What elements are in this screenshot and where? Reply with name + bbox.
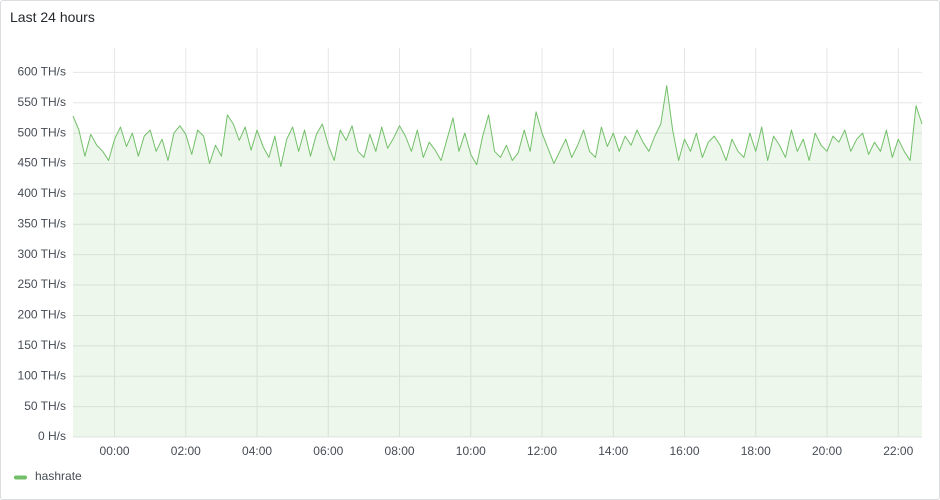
series-line [72, 85, 923, 168]
y-tick-label: 150 TH/s [18, 338, 66, 352]
y-tick-label: 50 TH/s [24, 399, 66, 413]
x-tick-label: 12:00 [527, 444, 557, 458]
y-tick-label: 550 TH/s [18, 95, 66, 109]
area-fill [73, 85, 922, 438]
x-tick-label: 20:00 [812, 444, 842, 458]
x-tick-label: 08:00 [385, 444, 415, 458]
y-tick-label: 250 TH/s [18, 277, 66, 291]
x-tick-label: 14:00 [598, 444, 628, 458]
x-tick-label: 04:00 [242, 444, 272, 458]
x-tick-label: 00:00 [100, 444, 130, 458]
y-tick-label: 500 TH/s [18, 125, 66, 139]
x-tick-label: 02:00 [171, 444, 201, 458]
y-tick-label: 100 TH/s [18, 368, 66, 382]
y-tick-label: 350 TH/s [18, 216, 66, 230]
legend-swatch [14, 475, 27, 480]
x-tick-label: 06:00 [313, 444, 343, 458]
x-tick-label: 16:00 [670, 444, 700, 458]
x-tick-label: 22:00 [883, 444, 913, 458]
legend-label: hashrate [35, 469, 82, 483]
y-tick-label: 300 TH/s [18, 247, 66, 261]
y-tick-label: 450 TH/s [18, 156, 66, 170]
panel-title: Last 24 hours [10, 9, 95, 25]
x-tick-label: 18:00 [741, 444, 771, 458]
y-tick-label: 600 TH/s [18, 64, 66, 78]
y-tick-label: 200 TH/s [18, 308, 66, 322]
y-tick-label: 400 TH/s [18, 186, 66, 200]
x-tick-label: 10:00 [456, 444, 486, 458]
y-tick-label: 0 H/s [38, 429, 66, 443]
